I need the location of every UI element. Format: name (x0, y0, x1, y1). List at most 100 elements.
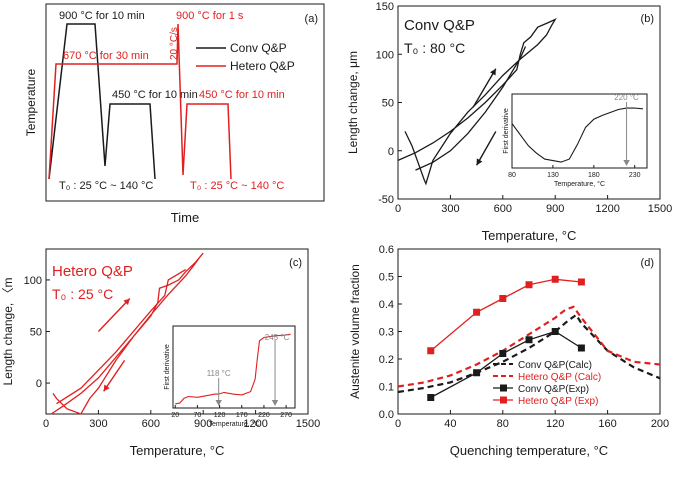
data-point (427, 394, 435, 401)
panel-c-title: Hetero Q&P (52, 263, 133, 280)
data-point (577, 344, 585, 352)
legend-label: Hetero Q&P (Exp) (518, 396, 598, 407)
legend-label: Conv Q&P(Calc) (518, 360, 592, 371)
legend-conv-label: Conv Q&P (230, 41, 287, 55)
inset-x-tick-label: 130 (547, 172, 559, 179)
x-tick-label: 40 (444, 418, 456, 430)
arrow-head (271, 400, 279, 406)
arrow-head (103, 384, 110, 392)
data-point (525, 336, 533, 344)
y-tick-label: 150 (376, 1, 394, 13)
arrow-head (476, 158, 483, 166)
legend-marker (500, 396, 507, 404)
y-tick-label: 50 (382, 98, 394, 110)
conv-qp-schedule (48, 23, 156, 180)
x-tick-label: 900 (546, 203, 564, 215)
y-tick-label: 0.3 (379, 327, 394, 339)
inset-x-tick-label: 80 (508, 172, 516, 179)
x-tick-label: 900 (194, 418, 212, 430)
panel-a-frame (45, 3, 325, 202)
panel-a-xlabel: Time (171, 210, 199, 225)
panel-d: 0 40 80 120 160 200 0.0 0.1 0.2 0.3 0.4 0.5 0.6 Quenc… (348, 244, 669, 458)
inset-x-tick-label: 20 (171, 412, 179, 419)
panel-b-inset: 80 130 180 230 Temperature, °C First derivati… (503, 93, 648, 188)
inset-x-tick-label: 230 (629, 172, 641, 179)
hetero-qp-schedule (48, 23, 232, 180)
inset-x-tick-label: 170 (236, 412, 248, 419)
panel-b-dilatometry-curve-1 (415, 46, 527, 171)
panel-d-label: (d) (641, 257, 654, 269)
panel-b-xlabel: Temperature, °C (482, 228, 577, 243)
data-point (577, 278, 585, 286)
y-tick-label: 0 (36, 378, 42, 390)
panel-c-dilatometry-curve-1 (56, 269, 187, 405)
inset-x-tick-label: 70 (194, 412, 202, 419)
panel-c-label: (c) (289, 257, 302, 269)
x-tick-label: 0 (395, 418, 401, 430)
data-point (473, 369, 481, 377)
inset-annotation: 220 °C (614, 93, 639, 102)
inset-xlabel: Temperature, °C (554, 180, 605, 188)
panel-b-ylabel: Length change, μm (346, 51, 360, 154)
annotation-hetero-partition: 450 °C for 10 min (199, 89, 285, 101)
y-tick-label: 0.1 (379, 382, 394, 394)
annotation-conv-austenitize: 900 °C for 10 min (59, 10, 145, 22)
y-tick-label: 50 (30, 327, 42, 339)
y-tick-label: 0.2 (379, 354, 394, 366)
data-point (551, 328, 559, 335)
data-point (551, 275, 559, 283)
data-point (499, 350, 507, 357)
panel-c-inset: 20 70 120 170 220 270 Temperature, °C First der… (164, 325, 296, 428)
x-tick-label: 300 (89, 418, 107, 430)
arrow-head (490, 68, 496, 76)
cooling-arrow (103, 359, 126, 392)
inset-ylabel: First derivative (164, 344, 171, 390)
y-tick-label: 0.6 (379, 244, 394, 256)
x-tick-label: 600 (494, 203, 512, 215)
panel-c-subtitle: T₀ : 25 °C (52, 286, 113, 302)
y-tick-label: 0 (388, 146, 394, 158)
panel-a-label: (a) (305, 13, 318, 25)
inset-derivative-curve (175, 333, 291, 405)
panel-b-subtitle: T₀ : 80 °C (404, 40, 465, 56)
data-point (525, 281, 533, 289)
x-tick-label: 1200 (595, 203, 619, 215)
panel-c-xlabel: Temperature, °C (130, 443, 225, 458)
inset-annotation: 245 °C (265, 333, 290, 342)
data-point (499, 295, 507, 302)
series-line-1 (397, 305, 661, 388)
y-tick-label: 0.5 (379, 272, 394, 284)
series-line-2 (430, 330, 582, 399)
heating-arrow (472, 68, 497, 108)
x-tick-label: 0 (43, 418, 49, 430)
panel-c-dilatometry-curve-0 (50, 252, 204, 415)
inset-frame (511, 93, 648, 169)
inset-x-tick-label: 270 (280, 412, 292, 419)
x-tick-label: 160 (598, 418, 616, 430)
annotation-hetero-rate: 20 °C/s (169, 27, 180, 60)
annotation-hetero-intercritical: 670 °C for 30 min (63, 50, 149, 62)
annotation-hetero-austenitize: 900 °C for 1 s (176, 10, 244, 22)
arrow-head (623, 160, 630, 166)
panel-a: (a) Time Temperature 900 °C for 10 min 450 °… (24, 3, 325, 225)
inset-annotation: 118 °C (207, 369, 231, 378)
x-tick-label: 200 (651, 418, 669, 430)
x-tick-label: 0 (395, 203, 401, 215)
arrow-head (215, 400, 222, 406)
legend-label: Conv Q&P(Exp) (518, 384, 589, 395)
panel-b-label: (b) (641, 13, 654, 25)
x-tick-label: 300 (441, 203, 459, 215)
data-point (427, 347, 435, 355)
panel-d-xlabel: Quenching temperature, °C (450, 443, 608, 458)
legend-label: Hetero Q&P (Calc) (518, 372, 601, 383)
annotation-conv-quench: T₀ : 25 °C ~ 140 °C (59, 180, 153, 192)
inset-x-tick-label: 180 (588, 172, 600, 179)
inset-ylabel: First derivative (503, 108, 510, 154)
panel-b-dilatometry-curve-0 (397, 18, 557, 186)
annotation-conv-partition: 450 °C for 10 min (112, 89, 198, 101)
x-tick-label: 600 (142, 418, 160, 430)
y-tick-label: 100 (376, 49, 394, 61)
x-tick-label: 1200 (243, 418, 267, 430)
panel-c-ylabel: Length change, 〈m (1, 277, 15, 385)
